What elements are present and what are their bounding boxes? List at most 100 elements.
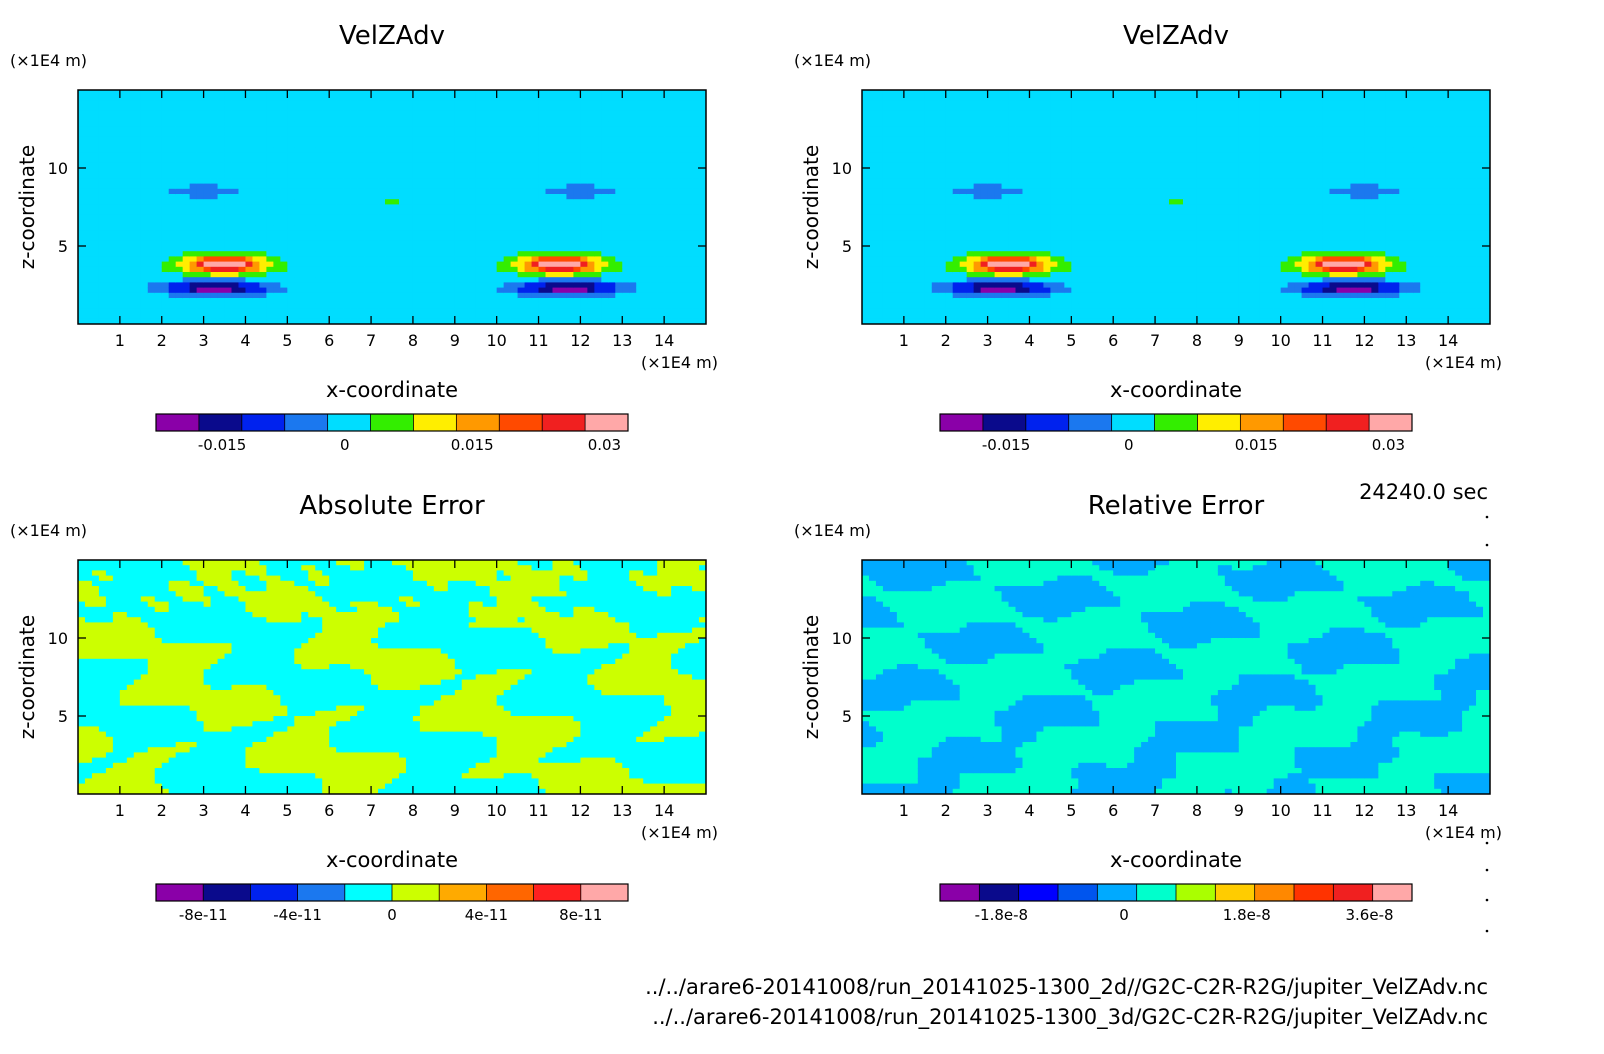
- contour-cell: [699, 214, 706, 221]
- contour-cell: [587, 287, 595, 294]
- contour-cell: [343, 313, 351, 320]
- contour-cell: [924, 173, 933, 179]
- contour-cell: [126, 230, 135, 237]
- contour-cell: [392, 95, 400, 101]
- colorbar-frame: [155, 413, 629, 432]
- contour-cell: [301, 194, 309, 200]
- contour-cell: [378, 188, 386, 195]
- contour-cell: [392, 209, 400, 216]
- contour-cell: [650, 225, 658, 231]
- contour-cell: [636, 246, 644, 252]
- contour-cell: [475, 313, 484, 320]
- contour-cell: [524, 173, 533, 179]
- x-tick-label: 1: [115, 331, 125, 350]
- contour-cell: [398, 199, 407, 205]
- contour-cell: [952, 188, 961, 195]
- contour-cell: [636, 162, 644, 169]
- contour-cell: [475, 303, 484, 309]
- contour-cell: [692, 298, 700, 304]
- contour-cell: [133, 110, 142, 117]
- contour-cell: [468, 272, 477, 278]
- contour-cell: [385, 178, 393, 185]
- contour-cell: [266, 168, 274, 174]
- contour-cell: [931, 272, 940, 278]
- contour-cell: [538, 277, 547, 283]
- contour-cell: [217, 282, 226, 289]
- contour-cell: [105, 100, 114, 107]
- contour-cell: [140, 209, 149, 216]
- contour-cell: [210, 282, 219, 289]
- contour-cell: [371, 147, 379, 153]
- contour-cell: [531, 116, 540, 122]
- contour-cell: [538, 225, 547, 231]
- contour-cell: [238, 230, 247, 237]
- contour-cell: [938, 235, 947, 242]
- contour-cell: [594, 230, 602, 237]
- contour-cell: [917, 136, 926, 143]
- contour-cell: [447, 131, 456, 138]
- contour-cell: [126, 308, 135, 315]
- contour-cell: [252, 194, 261, 200]
- contour-cell: [133, 173, 142, 179]
- contour-cell: [524, 136, 533, 143]
- contour-cell: [294, 303, 302, 309]
- contour-cell: [664, 136, 672, 143]
- contour-cell: [903, 204, 912, 211]
- contour-cell: [440, 246, 449, 252]
- contour-cell: [196, 100, 205, 107]
- contour-cell: [594, 116, 602, 122]
- contour-cell: [559, 251, 568, 257]
- contour-cell: [636, 188, 644, 195]
- contour-cell: [343, 116, 351, 122]
- contour-cell: [517, 266, 526, 273]
- contour-cell: [573, 100, 581, 107]
- contour-cell: [496, 308, 505, 315]
- contour-cell: [903, 214, 912, 221]
- contour-cell: [601, 225, 609, 231]
- contour-cell: [161, 110, 170, 117]
- contour-cell: [357, 183, 365, 190]
- contour-cell: [350, 110, 358, 117]
- chart-panel-1: VelZAdv(×1E4 m)1 2 3 4 5 6 7 8 9 10 11 12 13 14510(×1…: [10, 21, 718, 454]
- contour-cell: [868, 313, 877, 320]
- contour-cell: [475, 287, 484, 294]
- contour-cell: [580, 256, 588, 263]
- contour-cell: [266, 116, 274, 122]
- contour-cell: [545, 199, 554, 205]
- contour-cell: [350, 251, 358, 257]
- contour-cell: [426, 308, 435, 315]
- contour-cell: [182, 105, 191, 112]
- contour-cell: [587, 303, 595, 309]
- contour-cell: [608, 266, 616, 273]
- contour-cell: [287, 292, 295, 299]
- contour-cell: [657, 136, 665, 143]
- contour-cell: [454, 313, 463, 320]
- contour-cell: [875, 308, 884, 315]
- contour-cell: [692, 157, 700, 164]
- contour-cell: [405, 157, 414, 164]
- contour-cell: [566, 183, 575, 190]
- contour-cell: [217, 121, 226, 127]
- contour-cell: [952, 282, 961, 289]
- contour-cell: [938, 199, 947, 205]
- contour-cell: [84, 136, 93, 143]
- contour-cell: [364, 277, 372, 283]
- contour-cell: [496, 220, 505, 226]
- contour-cell: [622, 261, 630, 268]
- contour-cell: [475, 308, 484, 315]
- contour-cell: [433, 100, 442, 107]
- contour-cell: [259, 142, 267, 148]
- contour-cell: [84, 121, 93, 127]
- contour-cell: [315, 318, 323, 324]
- contour-cell: [938, 204, 947, 211]
- contour-cell: [252, 95, 261, 101]
- contour-cell: [287, 90, 295, 96]
- contour-cell: [231, 136, 240, 143]
- contour-cell: [987, 142, 996, 148]
- contour-cell: [252, 225, 261, 231]
- contour-cell: [91, 126, 100, 133]
- contour-cell: [580, 131, 588, 138]
- contour-cell: [433, 142, 442, 148]
- contour-cell: [587, 110, 595, 117]
- contour-cell: [357, 287, 365, 294]
